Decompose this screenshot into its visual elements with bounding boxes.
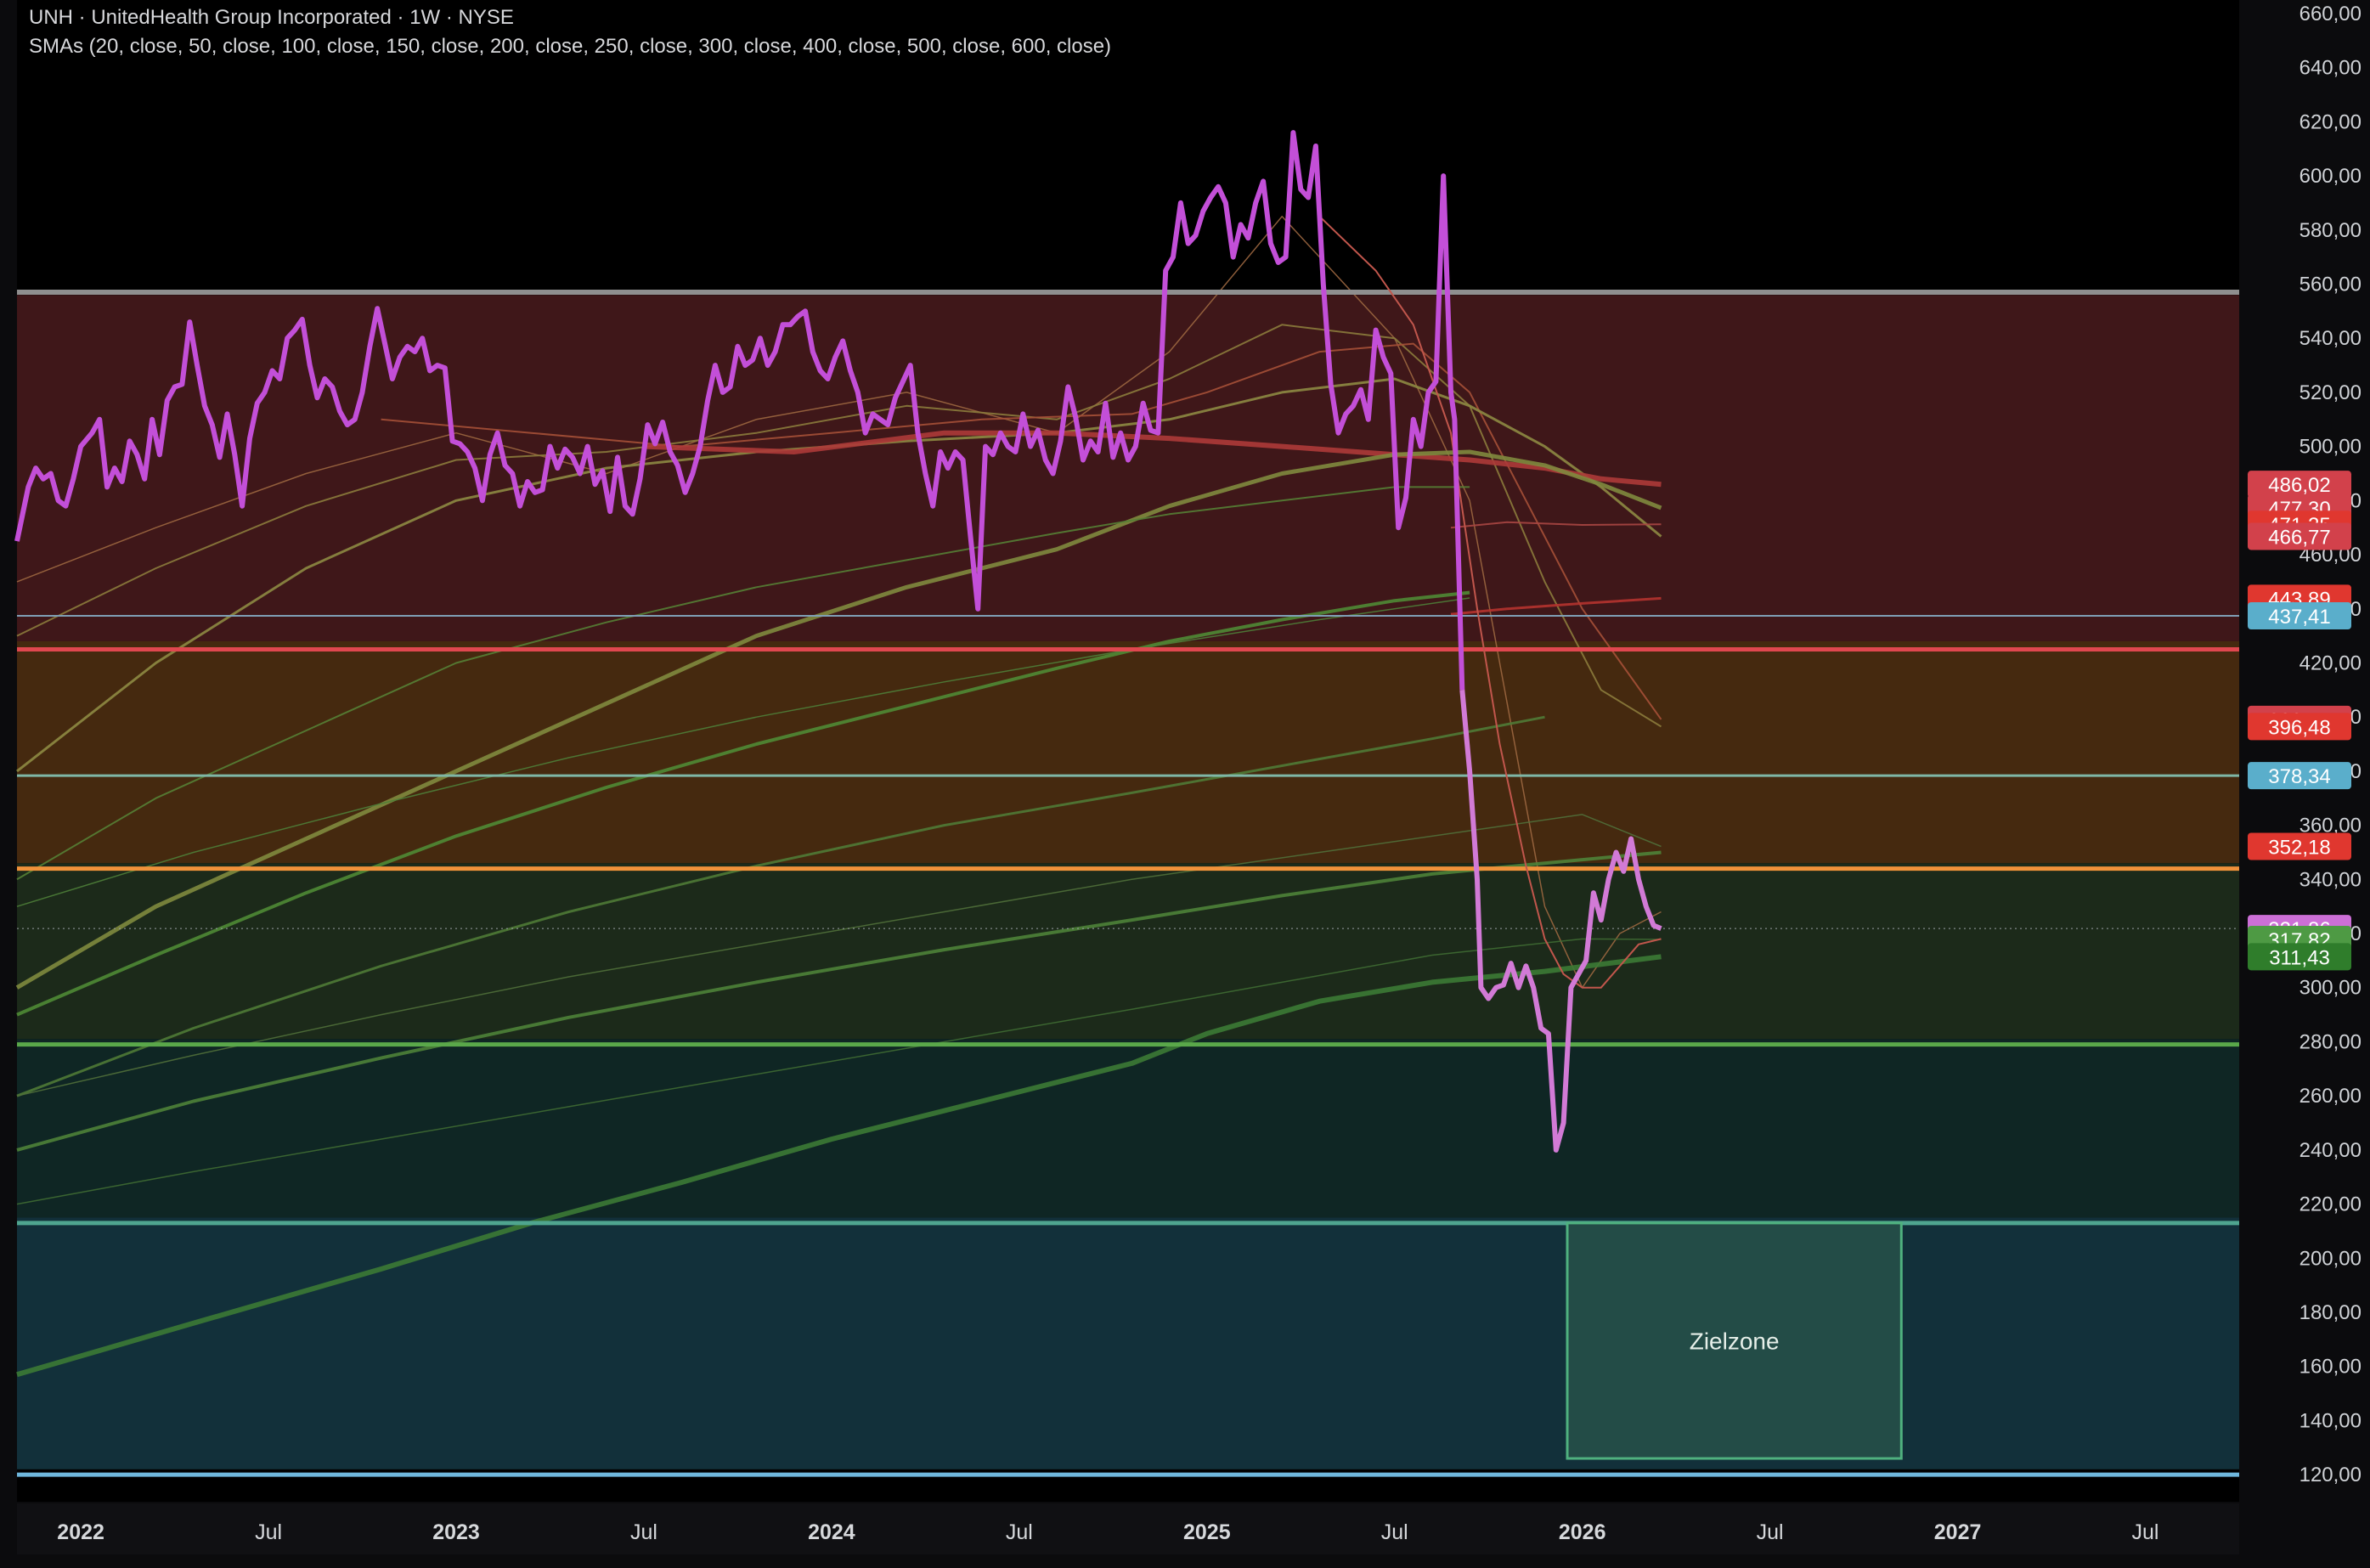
time-tick-label: Jul	[1381, 1520, 1408, 1544]
price-badge-9	[2248, 832, 2351, 860]
time-tick-label: 2022	[57, 1520, 104, 1544]
price-badge-8	[2248, 762, 2351, 790]
zone-band-3	[17, 1039, 2239, 1218]
price-line-0	[14, 130, 1465, 691]
price-tick-label: 180,00	[2299, 1301, 2362, 1324]
price-badge-label-0: 486,02	[2268, 474, 2330, 497]
target-zone-label: Zielzone	[1690, 1328, 1780, 1354]
time-tick-label: Jul	[1757, 1520, 1784, 1544]
price-badge-label-8: 378,34	[2268, 765, 2330, 788]
price-badge-3	[2248, 522, 2351, 550]
sma-fast-line	[1318, 216, 1662, 989]
time-tick-label: Jul	[1006, 1520, 1033, 1544]
price-badge-label-3: 466,77	[2268, 526, 2330, 549]
chart-legend: UNH · UnitedHealth Group Incorporated · …	[29, 3, 1111, 61]
zone-band-1	[17, 640, 2239, 864]
indicator-line[interactable]: SMAs (20, close, 50, close, 100, close, …	[29, 35, 1112, 58]
sma-line-0	[16, 216, 1662, 989]
price-tick-label: 620,00	[2299, 110, 2362, 133]
price-tick-label: 660,00	[2299, 3, 2362, 25]
price-badge-5	[2248, 602, 2351, 630]
sma-line-5	[15, 449, 1662, 990]
price-tick-label: 260,00	[2299, 1085, 2362, 1108]
price-tick-label: 120,00	[2299, 1464, 2362, 1486]
price-tick-label: 280,00	[2299, 1030, 2362, 1053]
price-badge-7	[2248, 713, 2351, 741]
sma-line-8	[16, 486, 1470, 881]
price-tick-label: 640,00	[2299, 57, 2362, 80]
price-tick-label: 240,00	[2299, 1139, 2362, 1162]
sma-line-7	[1450, 596, 1662, 616]
price-badge-label-12: 311,43	[2269, 946, 2330, 969]
time-tick-label: Jul	[2132, 1520, 2159, 1544]
sma-line-12	[16, 814, 1662, 1097]
price-badge-label-5: 437,41	[2268, 606, 2330, 629]
price-badge-label-7: 396,48	[2268, 716, 2330, 739]
zone-band-2	[17, 863, 2239, 1040]
time-tick-label: 2025	[1183, 1520, 1231, 1544]
price-tick-label: 300,00	[2299, 977, 2362, 1000]
price-tick-label: 200,00	[2299, 1247, 2362, 1270]
time-tick-label: 2024	[808, 1520, 855, 1544]
price-badge-12	[2248, 943, 2351, 971]
time-tick-label: Jul	[255, 1520, 282, 1544]
price-tick-label: 580,00	[2299, 219, 2362, 242]
sma-line-10	[16, 597, 1470, 907]
price-badge-0	[2248, 471, 2351, 499]
time-tick-label: 2027	[1934, 1520, 1982, 1544]
target-zone-box	[1566, 1221, 1903, 1460]
price-tick-label: 220,00	[2299, 1193, 2362, 1216]
price-tick-label: 520,00	[2299, 381, 2362, 404]
zone-band-4	[17, 1217, 2239, 1469]
price-tick-label: 560,00	[2299, 273, 2362, 296]
price-tick-label: 500,00	[2299, 436, 2362, 459]
price-tick-label: 340,00	[2299, 868, 2362, 891]
sma-line-15	[16, 954, 1662, 1378]
time-axis-strip	[17, 1503, 2239, 1554]
sma-line-6	[1450, 521, 1662, 529]
time-tick-label: 2023	[432, 1520, 480, 1544]
price-badge-label-9: 352,18	[2268, 837, 2330, 860]
price-tick-label: 540,00	[2299, 327, 2362, 350]
price-tick-label: 160,00	[2299, 1356, 2362, 1379]
symbol-line[interactable]: UNH · UnitedHealth Group Incorporated · …	[29, 6, 514, 29]
price-tick-label: 140,00	[2299, 1409, 2362, 1432]
time-tick-label: 2026	[1559, 1520, 1606, 1544]
time-tick-label: Jul	[630, 1520, 657, 1544]
zone-band-0	[17, 295, 2239, 641]
price-line-late-0	[1459, 690, 1662, 1153]
price-tick-label: 420,00	[2299, 651, 2362, 674]
price-tick-label: 600,00	[2299, 165, 2362, 188]
sma-line-11	[16, 715, 1545, 1097]
